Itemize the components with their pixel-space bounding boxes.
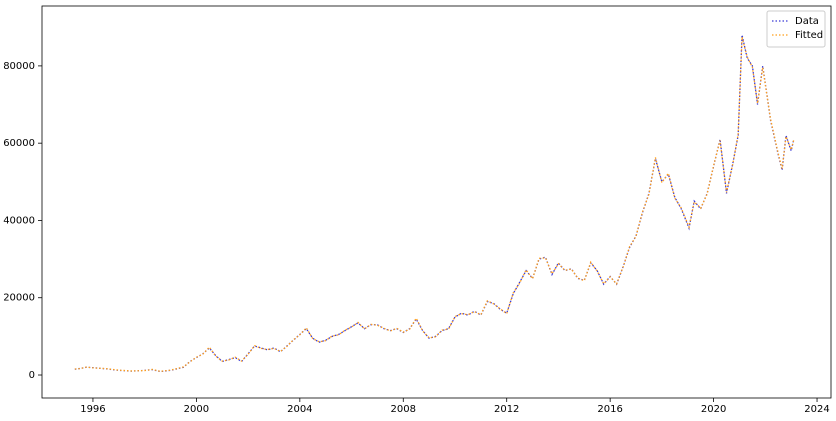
y-tick-label: 40000 (3, 215, 35, 226)
x-tick-label: 2000 (184, 404, 209, 415)
data-line (74, 36, 795, 372)
x-tick-label: 2008 (391, 404, 416, 415)
data-line (74, 34, 795, 373)
legend-label: Data (795, 16, 819, 27)
y-tick-label: 60000 (3, 138, 35, 149)
x-tick-label: 2012 (494, 404, 519, 415)
y-tick-label: 0 (29, 370, 35, 381)
x-tick-label: 2020 (701, 404, 726, 415)
plot-frame (41, 5, 832, 399)
x-tick-label: 2016 (597, 404, 622, 415)
y-tick-label: 20000 (3, 293, 35, 304)
x-tick-label: 2004 (287, 404, 312, 415)
legend-label: Fitted (795, 30, 823, 41)
x-tick-label: 2024 (804, 404, 829, 415)
x-tick-label: 1996 (80, 404, 105, 415)
y-tick-label: 80000 (3, 61, 35, 72)
legend-box (766, 10, 826, 48)
